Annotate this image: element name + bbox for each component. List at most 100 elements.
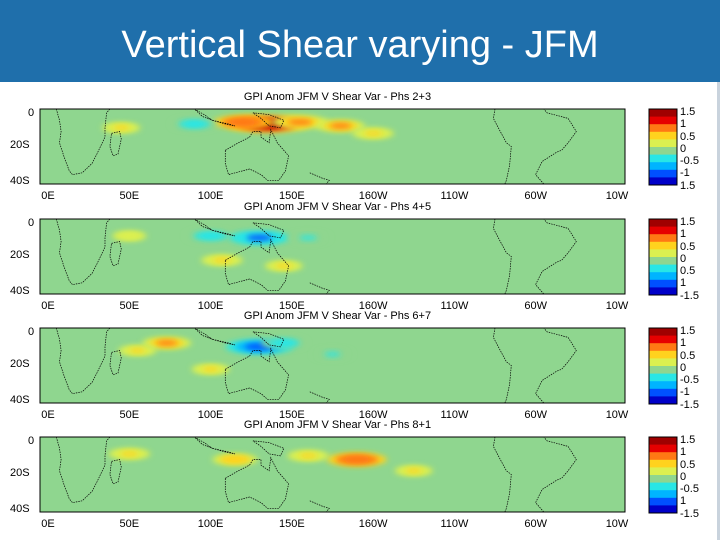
x-tick-label: 150E xyxy=(278,518,305,530)
x-tick-label: 100E xyxy=(197,300,224,312)
heatmap-svg xyxy=(39,108,678,186)
colorbar-segment xyxy=(649,343,677,352)
coastline xyxy=(109,459,122,485)
colorbar-segment xyxy=(649,452,677,461)
coastline xyxy=(309,391,330,403)
anomaly-cell xyxy=(121,233,137,238)
colorbar-label: -1 xyxy=(680,386,690,399)
colorbar-label: 1 xyxy=(680,228,687,241)
colorbar-label: -0.5 xyxy=(680,374,699,387)
colorbar-label: 0.5 xyxy=(680,349,696,362)
x-tick-label: 0E xyxy=(41,518,55,530)
colorbar-segment xyxy=(649,381,677,390)
x-tick-label: 160W xyxy=(358,190,388,202)
colorbar-segment xyxy=(649,257,677,266)
x-tick-label: 100E xyxy=(197,190,224,202)
colorbar-segment xyxy=(649,396,677,405)
x-tick-label: 50E xyxy=(119,409,140,421)
colorbar-label: 0 xyxy=(680,470,687,483)
colorbar-segment xyxy=(649,358,677,367)
x-tick-label: 60W xyxy=(524,190,548,202)
y-tick-label: 20S xyxy=(10,358,30,370)
x-tick-label: 110W xyxy=(440,518,469,530)
anomaly-cell xyxy=(202,367,219,372)
heatmap-svg xyxy=(39,218,678,296)
coastline xyxy=(493,219,512,294)
y-tick-label: 0 xyxy=(28,435,35,447)
colorbar-segment xyxy=(649,139,677,148)
colorbar-label: 1.5 xyxy=(680,434,696,446)
coastline xyxy=(252,440,285,457)
anomaly-cell xyxy=(324,352,341,357)
colorbar-label: 1 xyxy=(680,495,687,508)
x-tick-label: 50E xyxy=(119,300,140,312)
title-bar xyxy=(0,0,720,82)
colorbar-label: 0.5 xyxy=(680,240,696,253)
colorbar-segment xyxy=(649,234,677,243)
colorbar-segment xyxy=(649,116,677,125)
anomaly-cell xyxy=(212,258,232,263)
colorbar-segment xyxy=(649,272,677,281)
colorbar-segment xyxy=(649,366,677,375)
colorbar-label: 1.5 xyxy=(680,325,696,337)
colorbar-segment xyxy=(649,350,677,359)
colorbar-segment xyxy=(649,162,677,171)
y-tick-label: 40S xyxy=(10,285,30,297)
coastline xyxy=(224,238,289,291)
heatmap-background xyxy=(40,437,625,512)
coastline xyxy=(212,119,236,127)
heatmap-background xyxy=(40,328,625,403)
colorbar-segment xyxy=(649,388,677,397)
colorbar-label: 1 xyxy=(680,446,687,459)
anomaly-cell xyxy=(129,348,146,353)
coastline xyxy=(224,347,289,400)
colorbar-label: 0 xyxy=(680,361,687,374)
colorbar-segment xyxy=(649,219,677,228)
y-tick-label: 40S xyxy=(10,503,30,515)
colorbar-label: 0.5 xyxy=(680,265,696,278)
x-tick-label: 10W xyxy=(605,409,629,421)
colorbar-label: -1.5 xyxy=(680,507,699,520)
colorbar-segment xyxy=(649,109,677,118)
plot-frame xyxy=(39,108,626,185)
panel-title: GPI Anom JFM V Shear Var - Phs 2+3 xyxy=(243,91,432,103)
y-tick-label: 20S xyxy=(10,139,30,151)
y-tick-label: 0 xyxy=(28,107,35,119)
x-tick-label: 10W xyxy=(605,190,629,202)
anomaly-cell xyxy=(230,119,257,125)
colorbar-segment xyxy=(649,169,677,178)
anomaly-cell xyxy=(246,234,273,241)
x-tick-label: 150E xyxy=(278,300,305,312)
coastline xyxy=(212,338,236,346)
anomaly-cell xyxy=(273,340,294,346)
colorbar-label: 1 xyxy=(680,118,687,131)
x-tick-label: 150E xyxy=(278,190,305,202)
x-tick-label: 50E xyxy=(119,190,140,202)
colorbar-segment xyxy=(649,490,677,499)
plot-frame xyxy=(39,327,626,404)
colorbar-segment xyxy=(649,287,677,296)
y-tick-label: 40S xyxy=(10,175,30,187)
colorbar-segment xyxy=(649,147,677,156)
x-tick-label: 110W xyxy=(440,300,469,312)
heatmap-background xyxy=(40,109,625,184)
colorbar-segment xyxy=(649,154,677,163)
x-tick-label: 110W xyxy=(440,190,469,202)
colorbar-segment xyxy=(649,131,677,140)
x-tick-label: 0E xyxy=(41,190,55,202)
colorbar-segment xyxy=(649,482,677,491)
anomaly-cell xyxy=(329,123,352,129)
x-tick-label: 100E xyxy=(197,518,224,530)
coastline xyxy=(493,109,512,184)
coastline xyxy=(194,328,213,340)
y-tick-label: 0 xyxy=(28,217,35,229)
colorbar-frame xyxy=(648,218,678,296)
slide-title: Vertical Shear varying - JFM xyxy=(121,24,599,66)
colorbar-label: 1.5 xyxy=(680,179,696,192)
slide-edge xyxy=(717,82,720,540)
colorbar-segment xyxy=(649,335,677,344)
heatmap-panel: GPI Anom JFM V Shear Var - Phs 6+7 0 20S 40… xyxy=(0,310,720,421)
x-tick-label: 60W xyxy=(524,300,548,312)
panel-title: GPI Anom JFM V Shear Var - Phs 4+5 xyxy=(243,201,432,213)
colorbar-frame xyxy=(648,108,678,186)
